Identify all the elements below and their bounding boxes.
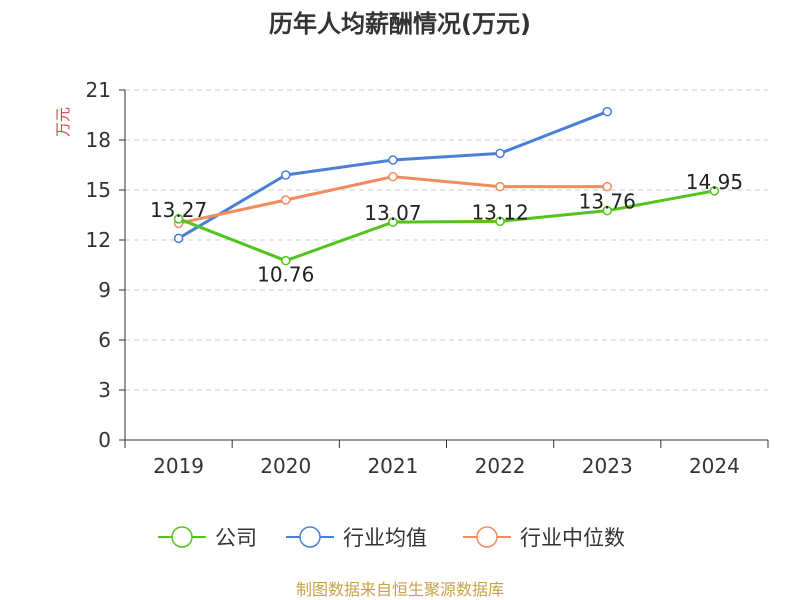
data-label: 13.12	[471, 200, 528, 224]
y-tick-label: 3	[98, 378, 111, 402]
series-point	[388, 217, 398, 227]
legend: 公司 行业均值 行业中位数	[158, 526, 625, 550]
series-line	[178, 189, 715, 263]
y-tick-label: 21	[86, 78, 111, 102]
series-point	[388, 171, 398, 182]
y-tick-label: 9	[98, 278, 111, 302]
y-tick-label: 12	[86, 228, 111, 252]
y-tick-label: 15	[86, 178, 111, 202]
legend-label: 行业中位数	[520, 526, 625, 550]
x-tick-label: 2022	[475, 454, 526, 478]
series-point	[709, 186, 720, 196]
y-tick-label: 6	[98, 328, 111, 352]
axes: 0 3 6 9 12 15 18 21 2019 2020 2021 2022 2023 2024	[86, 78, 769, 478]
series-point	[173, 214, 184, 224]
y-axis-label: 万元	[54, 107, 72, 137]
y-tick-label: 0	[98, 428, 111, 452]
series-point	[388, 155, 398, 165]
series-0	[173, 186, 720, 266]
legend-marker	[476, 526, 498, 548]
legend-label: 行业均值	[343, 526, 427, 550]
series-1	[173, 106, 612, 244]
series-point	[173, 233, 184, 244]
series-point	[495, 216, 505, 227]
x-tick-label: 2019	[153, 454, 204, 478]
series-point	[602, 106, 612, 117]
legend-marker	[171, 526, 193, 548]
source-note: 制图数据来自恒生聚源数据库	[296, 580, 504, 599]
legend-item-1: 行业均值	[286, 526, 427, 550]
data-label: 13.27	[150, 198, 207, 222]
x-tick-label: 2020	[260, 454, 311, 478]
data-label: 10.76	[257, 263, 314, 287]
x-tick-label: 2021	[367, 454, 418, 478]
series-point	[281, 255, 291, 266]
series-point	[281, 170, 291, 180]
series-point	[281, 195, 291, 205]
chart-title: 历年人均薪酬情况(万元)	[269, 10, 531, 38]
series-point	[495, 181, 505, 192]
y-tick-label: 18	[86, 128, 111, 152]
legend-marker	[299, 526, 321, 548]
data-label: 14.95	[686, 170, 743, 194]
series-layer	[173, 106, 720, 266]
series-point	[602, 181, 612, 192]
series-point	[602, 205, 612, 216]
data-labels: 13.27 10.76 13.07 13.12 13.76 14.95	[150, 170, 743, 287]
legend-item-2: 行业中位数	[463, 526, 625, 550]
x-tick-label: 2024	[689, 454, 740, 478]
legend-item-0: 公司	[158, 526, 257, 550]
data-label: 13.07	[364, 201, 421, 225]
series-point	[495, 148, 505, 159]
grid-lines	[125, 89, 768, 391]
x-tick-label: 2023	[582, 454, 633, 478]
legend-label: 公司	[215, 526, 257, 550]
data-label: 13.76	[579, 190, 636, 214]
